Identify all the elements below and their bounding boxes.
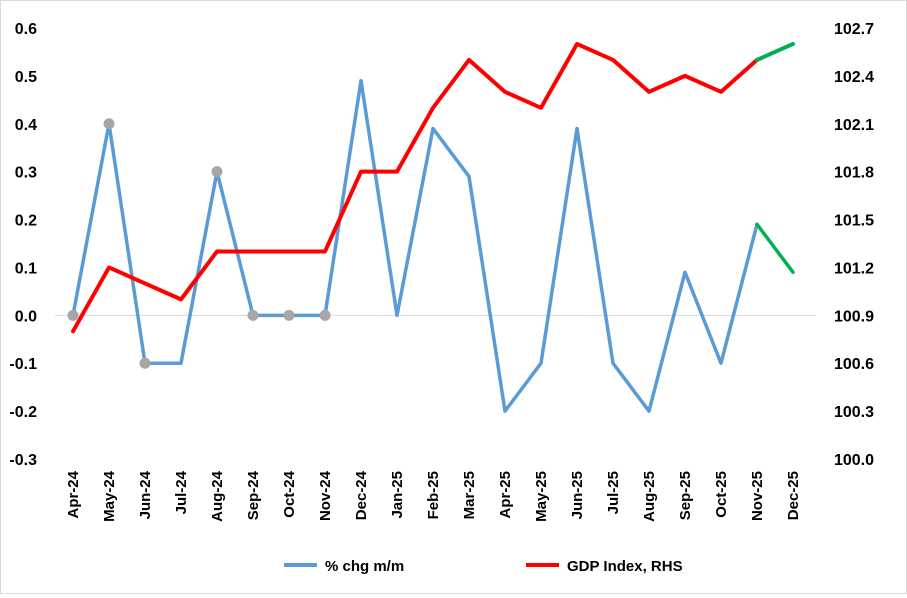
left-tick-label: -0.2 [9,404,37,421]
right-tick-label: 101.2 [834,260,874,277]
left-tick-label: 0.4 [15,117,37,134]
right-tick-label: 100.9 [834,308,874,325]
right-tick-label: 100.0 [834,452,874,469]
x-tick-label: Oct-24 [281,470,298,517]
legend-label-gdp-index: GDP Index, RHS [567,558,683,575]
x-axis: Apr-24 May-24 Jun-24 Jul-24 Aug-24 Sep-24 Oct-… [55,315,816,522]
pct-chg-marker [140,358,151,369]
pct-chg-forecast-line [757,224,793,272]
x-tick-label: Dec-25 [785,471,802,520]
right-tick-label: 102.4 [834,69,874,86]
x-tick-label: Jan-25 [389,471,406,519]
left-tick-label: 0.1 [15,260,37,277]
legend-label-pct-chg: % chg m/m [325,558,404,575]
left-y-axis: -0.3 -0.2 -0.1 0.0 0.1 0.2 0.3 0.4 0.5 0.6 [9,21,37,469]
pct-chg-line [73,81,757,411]
x-tick-label: Feb-25 [425,471,442,519]
pct-chg-marker [104,118,115,129]
x-tick-label: Aug-24 [209,470,226,521]
x-tick-label: Sep-24 [245,470,262,520]
x-tick-label: Oct-25 [713,471,730,518]
pct-chg-marker [248,310,259,321]
right-tick-label: 101.8 [834,165,874,182]
pct-chg-marker [320,310,331,321]
x-tick-label: Apr-24 [65,470,82,518]
x-tick-label: Jul-24 [173,470,190,514]
x-tick-label: Jun-24 [137,470,154,519]
right-tick-label: 102.1 [834,117,874,134]
right-tick-label: 102.7 [834,21,874,38]
left-tick-label: 0.0 [15,308,37,325]
right-tick-label: 101.5 [834,213,874,230]
x-tick-label: Nov-25 [749,471,766,521]
x-tick-label: Mar-25 [461,471,478,519]
pct-chg-marker [212,166,223,177]
left-tick-label: -0.3 [9,452,37,469]
x-tick-label: Nov-24 [317,470,334,521]
x-tick-label: Jun-25 [569,471,586,519]
right-y-axis: 100.0 100.3 100.6 100.9 101.2 101.5 101.8 102.1… [834,21,874,469]
left-tick-label: 0.2 [15,213,37,230]
right-tick-label: 100.6 [834,356,874,373]
x-tick-label: Sep-25 [677,471,694,520]
x-tick-label: Jul-25 [605,471,622,514]
plot-area [68,44,794,411]
x-tick-label: Apr-25 [497,471,514,519]
x-tick-label: Aug-25 [641,471,658,522]
pct-chg-marker [68,310,79,321]
gdp-index-forecast-line [757,44,793,60]
right-tick-label: 100.3 [834,404,874,421]
left-tick-label: -0.1 [9,356,37,373]
gdp-index-line [73,44,757,331]
x-tick-label: May-24 [101,470,118,522]
left-tick-label: 0.5 [15,69,37,86]
x-tick-label: May-25 [533,471,550,522]
legend: % chg m/m GDP Index, RHS [284,558,683,575]
left-tick-label: 0.6 [15,21,37,38]
left-tick-label: 0.3 [15,165,37,182]
x-tick-label: Dec-24 [353,470,370,520]
pct-chg-marker [284,310,295,321]
